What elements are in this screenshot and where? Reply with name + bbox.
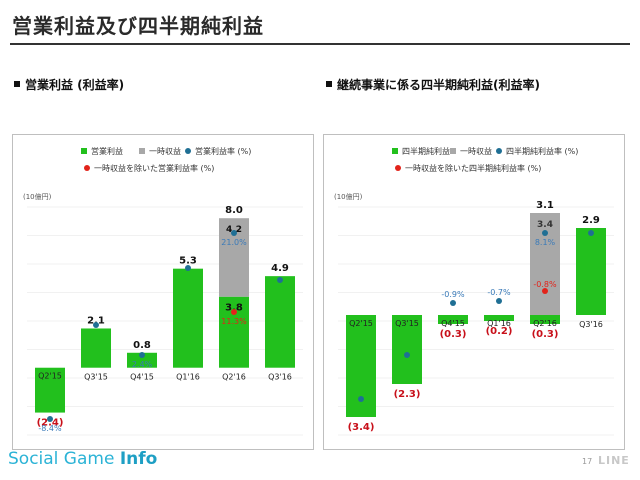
operating-profit-chart: 営業利益 一時収益 営業利益率 (%) 一時収益を除いた営業利益率 (%) (10億円)… <box>23 146 303 436</box>
value-label: (2.4) <box>37 418 64 429</box>
total-label: 8.0 <box>225 205 243 216</box>
rate-label: 8.1% <box>535 238 556 247</box>
category-label: Q4'15 <box>441 319 465 328</box>
bar-profit <box>392 315 422 384</box>
bar-profit <box>576 228 606 315</box>
legend-swatch <box>450 148 456 154</box>
legend-label: 四半期純利益率 (%) <box>506 146 578 156</box>
adjusted-rate-label: -0.8% <box>533 280 557 289</box>
rate-dot <box>47 416 53 422</box>
legend-label: 一時収益を除いた営業利益率 (%) <box>94 163 214 173</box>
category-label: Q2'16 <box>533 319 557 328</box>
rate-label: 2.4% <box>132 360 153 369</box>
company-logo: LINE <box>598 454 630 467</box>
bar-profit <box>127 352 157 368</box>
bar-profit <box>35 367 65 413</box>
rate-label: -0.9% <box>441 290 465 299</box>
value-label: 3.8 <box>225 303 243 314</box>
rate-dot <box>93 322 99 328</box>
value-label: 5.3 <box>179 256 197 267</box>
value-label: 0.8 <box>133 340 151 351</box>
bullet-square-icon <box>14 81 20 87</box>
unit-label: (10億円) <box>334 192 363 201</box>
value-label: (2.3) <box>394 389 421 400</box>
value-label: (3.4) <box>348 422 375 433</box>
bar-profit <box>265 276 295 368</box>
legend-dot <box>395 165 401 171</box>
bar-profit <box>484 315 514 321</box>
value-label: (0.3) <box>532 329 559 340</box>
legend-swatch <box>81 148 87 154</box>
bar-profit <box>173 268 203 368</box>
category-label: Q3'16 <box>268 373 292 382</box>
category-label: Q3'16 <box>579 320 603 329</box>
rate-label: -8.4% <box>38 424 62 433</box>
adjusted-rate-dot <box>542 288 548 294</box>
page-title: 営業利益及び四半期純利益 <box>12 14 264 38</box>
legend-label: 一時収益を除いた四半期純利益率 (%) <box>405 163 541 173</box>
unit-label: (10億円) <box>23 192 52 201</box>
rate-dot <box>542 230 548 236</box>
adjusted-rate-dot <box>231 309 237 315</box>
rate-dot <box>358 396 364 402</box>
rate-label: 21.0% <box>221 238 247 247</box>
title-divider <box>10 43 630 45</box>
value-label: 2.1 <box>87 315 105 326</box>
rate-dot <box>231 230 237 236</box>
rate-dot <box>185 265 191 271</box>
legend-dot <box>496 148 502 154</box>
adjusted-rate-label: 11.3% <box>221 317 247 326</box>
value-label: 2.9 <box>582 215 600 226</box>
legend-label: 営業利益 <box>91 146 123 156</box>
rate-label: -0.7% <box>487 288 511 297</box>
net-income-chart: 四半期純利益 一時収益 四半期純利益率 (%) 一時収益を除いた四半期純利益率 (%)… <box>334 146 614 436</box>
legend-label: 営業利益率 (%) <box>195 146 251 156</box>
category-label: Q2'15 <box>349 319 373 328</box>
bar-profit <box>219 296 249 368</box>
bar-profit <box>530 315 560 324</box>
category-label: Q3'15 <box>84 373 108 382</box>
value-label: (0.2) <box>486 326 513 337</box>
legend-label: 一時収益 <box>149 146 181 156</box>
legend-swatch <box>139 148 145 154</box>
operating-profit-section-title: 営業利益 (利益率) <box>14 76 124 93</box>
net-income-section-title: 継続事業に係る四半期純利益(利益率) <box>326 76 540 93</box>
operating-profit-chart-panel: 営業利益 一時収益 営業利益率 (%) 一時収益を除いた営業利益率 (%) (10億円)… <box>12 134 314 450</box>
rate-dot <box>139 352 145 358</box>
category-label: Q3'15 <box>395 319 419 328</box>
category-label: Q2'15 <box>38 372 62 381</box>
value-label: 4.9 <box>271 263 289 274</box>
legend-swatch <box>392 148 398 154</box>
net-income-chart-panel: 四半期純利益 一時収益 四半期純利益率 (%) 一時収益を除いた四半期純利益率 (%)… <box>323 134 625 450</box>
legend-dot <box>185 148 191 154</box>
one-time-gain-label: 3.4 <box>537 220 553 230</box>
value-label: (0.3) <box>440 329 467 340</box>
brand-logo: Social Game Info <box>8 449 158 469</box>
page-number: 17 <box>582 457 593 466</box>
bar-profit <box>81 328 111 368</box>
category-label: Q1'16 <box>487 319 511 328</box>
rate-dot <box>588 230 594 236</box>
rate-dot <box>277 277 283 283</box>
bullet-square-icon <box>326 81 332 87</box>
legend-label: 四半期純利益 <box>402 146 450 156</box>
rate-dot <box>450 300 456 306</box>
category-label: Q4'15 <box>130 373 154 382</box>
rate-dot <box>404 352 410 358</box>
total-label: 3.1 <box>536 200 554 211</box>
bar-profit <box>438 315 468 324</box>
legend-label: 一時収益 <box>460 146 492 156</box>
rate-dot <box>496 298 502 304</box>
legend-dot <box>84 165 90 171</box>
category-label: Q2'16 <box>222 373 246 382</box>
category-label: Q1'16 <box>176 373 200 382</box>
